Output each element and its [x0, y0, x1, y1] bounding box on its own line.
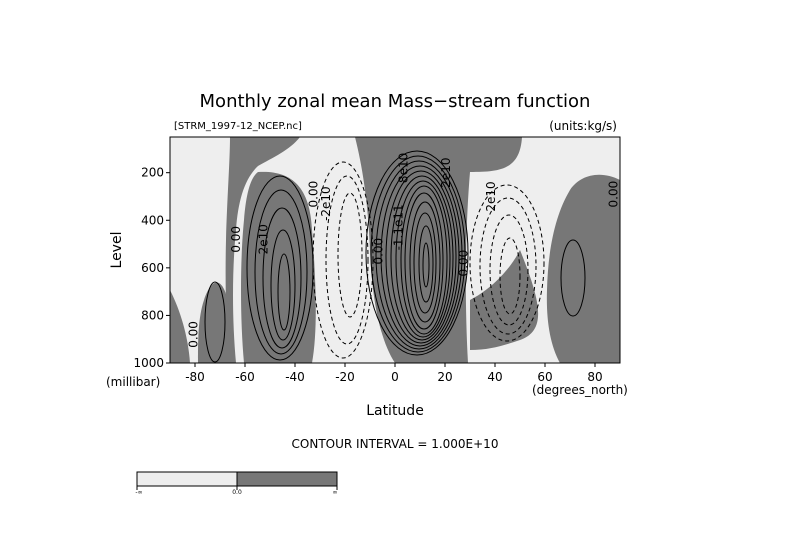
y-tick-label: 1000 [133, 356, 164, 370]
contour-label: 0.00 [372, 238, 386, 265]
contour-label: 0.00 [457, 250, 471, 277]
contour-label: -1.1e11 [392, 204, 406, 250]
contour-label: -2e10 [319, 186, 333, 221]
y-tick-label: 600 [141, 261, 164, 275]
x-tick-label: 0 [391, 370, 399, 384]
y-tick-label: 400 [141, 213, 164, 227]
x-tick-label: 60 [537, 370, 552, 384]
northern-negative-cell-contours [469, 184, 545, 342]
y-tick-label: 800 [141, 308, 164, 322]
colorbar-tick-pos: ∞ [333, 489, 338, 496]
file-label: [STRM_1997-12_NCEP.nc] [174, 121, 302, 132]
x-units-label: (degrees_north) [532, 383, 628, 397]
contour-label: 8e10 [397, 153, 411, 183]
y-axis: 200 400 600 800 1000 [133, 166, 170, 370]
x-tick-label: 20 [437, 370, 452, 384]
southern-positive-cell-contours [246, 175, 314, 361]
contour-label: 2e10 [257, 224, 271, 254]
y-axis-title: Level [109, 232, 125, 269]
x-tick-label: -20 [335, 370, 355, 384]
colorbar-tick-neg: -∞ [135, 489, 142, 496]
x-axis-title: Latitude [366, 403, 424, 419]
polar-positive-cell-contours [204, 281, 226, 363]
contour-label: 0.00 [307, 181, 321, 208]
colorbar-tick-zero: 0.0 [232, 489, 242, 496]
x-tick-label: -80 [185, 370, 205, 384]
colorbar: -∞ 0.0 ∞ [135, 471, 338, 496]
colorbar-negative-swatch [136, 471, 238, 487]
contour-label: 0.00 [187, 321, 201, 348]
colorbar-positive-swatch [236, 471, 338, 487]
northern-positive-cell-contours [560, 239, 586, 317]
contour-interval-label: CONTOUR INTERVAL = 1.000E+10 [292, 437, 499, 451]
y-units-label: (millibar) [106, 375, 160, 389]
units-label: (units:kg/s) [549, 119, 617, 133]
y-tick-label: 200 [141, 166, 164, 180]
x-tick-label: 40 [487, 370, 502, 384]
x-tick-label: -40 [285, 370, 305, 384]
contour-label: 2e10 [484, 181, 498, 211]
contour-label: 0.00 [229, 226, 243, 253]
contour-label: 2e10 [439, 158, 453, 188]
contour-label: 0.00 [607, 181, 621, 208]
x-tick-label: 80 [587, 370, 602, 384]
hadley-cell-contours [365, 150, 469, 356]
chart-title: Monthly zonal mean Mass−stream function [200, 91, 591, 112]
southern-negative-cell-contours [312, 161, 374, 359]
x-axis: -80 -60 -40 -20 0 20 40 60 80 [185, 363, 603, 384]
x-tick-label: -60 [235, 370, 255, 384]
